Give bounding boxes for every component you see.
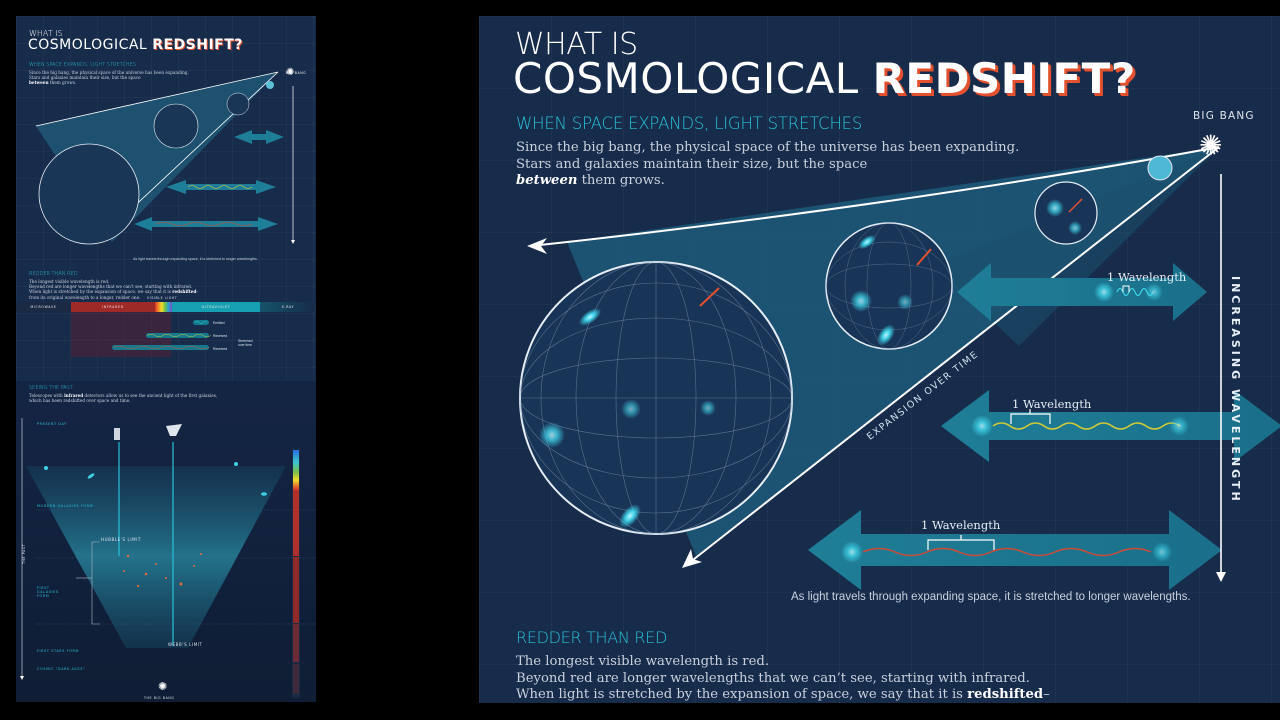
webb-limit-label: WEBB'S LIMIT [168,642,203,647]
visible-light-label: VISIBLE LIGHT [147,296,178,300]
first-galaxies-label: FIRST GALAXIES FORM [37,586,59,598]
main-s1-body: Since the big bang, the physical space o… [516,140,1019,190]
main-s1-heading: WHEN SPACE EXPANDS, LIGHT STRETCHES [516,114,863,133]
s3-heading-small: SEEING THE PAST [29,385,74,391]
title-white: COSMOLOGICAL [28,37,148,53]
increasing-wavelength-label: INCREASING WAVELENGTH [1229,276,1242,504]
wavelength-label-2: 1 Wavelength [1012,397,1092,411]
big-bang-label: BIG BANG [1193,110,1255,122]
s1-line2: Stars and galaxies maintain their size, … [29,75,141,81]
stretched-label: Stretched over time [238,339,253,347]
spectrum-ultraviolet: ULTRAVIOLET [172,302,260,312]
title-red: REDSHIFT? [152,37,243,53]
s3-line1: Telescopes with infrared detectors allow… [29,393,218,398]
title-line1: WHAT IS [29,29,63,38]
spectrum-visible [155,302,172,312]
s3-line2: which has been redshifted over space and… [29,398,131,404]
expansion-diagram-small: BIG BANG [35,71,307,245]
wavelength-label-1: 1 Wavelength [1107,270,1187,284]
wavelength-label-3: 1 Wavelength [921,518,1001,532]
main-title-white: COSMOLOGICAL [513,54,859,103]
universe-sphere-large [519,261,793,535]
big-bang-icon-small: ✺ [158,681,168,693]
infographic-zoomed: WHAT IS COSMOLOGICAL REDSHIFT? WHEN SPAC… [479,16,1280,703]
dark-ages-label: COSMIC "DARK AGES" [37,667,86,671]
emitted-label: Emitted [213,321,225,325]
main-s2-line2: Beyond red are longer wavelengths that w… [516,670,1030,686]
spectrum-xray: X-RAY [260,302,316,312]
s1-body: Since the big bang, the physical space o… [29,70,189,86]
main-s2-heading: REDDER THAN RED [516,628,668,647]
big-bang-star-icon: ✺ [1199,130,1223,161]
svg-text:BIG BANG: BIG BANG [286,71,307,75]
s1-caption-small: As light travels through expanding space… [133,257,258,261]
received-label-1: Received [213,334,228,338]
title-line2: COSMOLOGICAL REDSHIFT? [28,38,243,53]
s2-body-small: The longest visible wavelength is red. B… [29,279,198,300]
s2-heading-small: REDDER THAN RED [29,271,78,277]
main-title-red: REDSHIFT? [872,54,1136,103]
main-title-line1: WHAT IS [515,27,638,62]
the-big-bang-label: THE BIG BANG [144,696,175,700]
universe-sphere-small [1034,181,1098,245]
seeing-the-past-diagram [20,418,316,698]
s2-line1: The longest visible wavelength is red. [29,279,110,284]
big-bang-star-icon-small: ✺ [286,67,295,78]
spectrum-infrared: INFRARED [71,302,155,312]
received-label-2: Received [213,347,228,351]
redshift-waves [112,320,212,350]
s1-caption: As light travels through expanding space… [791,591,1191,603]
universe-sphere-medium [825,222,953,350]
s1-line1: Since the big bang, the physical space o… [29,70,189,75]
s3-body-small: Telescopes with infrared detectors allow… [29,393,217,403]
main-s2-body: The longest visible wavelength is red. B… [516,654,1050,703]
main-s1-line3: between them grows. [516,173,665,188]
the-past-label: THE PAST [22,543,26,564]
main-title-line2: COSMOLOGICAL REDSHIFT? [513,56,1136,102]
hubble-limit-label: HUBBLE'S LIMIT [101,537,141,542]
expansion-diagram [519,146,1280,590]
s2-line4: from its original wavelength to a longer… [29,294,141,300]
main-s1-line2: Stars and galaxies maintain their size, … [516,156,868,172]
s1-line3: between them grows. [29,80,77,86]
main-s2-line3: When light is stretched by the expansion… [516,687,1050,702]
main-s1-line1: Since the big bang, the physical space o… [516,140,1020,155]
infographic-thumbnail: WHAT IS COSMOLOGICAL REDSHIFT? WHEN SPAC… [16,16,316,702]
s1-heading: WHEN SPACE EXPANDS, LIGHT STRETCHES [29,62,137,68]
main-s2-line1: The longest visible wavelength is red. [516,654,770,669]
spectrum-microwave: MICROWAVE [16,302,71,312]
modern-galaxies-label: MODERN GALAXIES FORM [37,504,94,508]
first-stars-label: FIRST STARS FORM [37,649,79,653]
s2-line3: When light is stretched by the expansion… [29,289,199,295]
present-day-label: PRESENT DAY [37,422,67,426]
s2-line2: Beyond red are longer wavelengths that w… [29,284,193,290]
